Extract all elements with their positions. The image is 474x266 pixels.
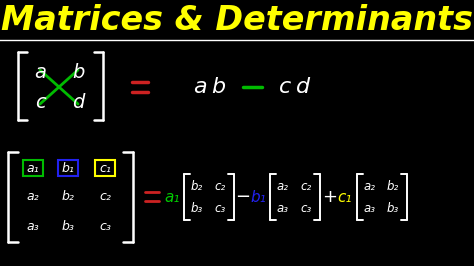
Text: a₁: a₁ [164, 189, 180, 205]
Text: a₁: a₁ [27, 161, 39, 174]
Text: c₃: c₃ [214, 202, 226, 214]
Text: c₃: c₃ [301, 202, 311, 214]
Text: a₂: a₂ [27, 190, 39, 203]
Text: a: a [193, 77, 207, 97]
Text: −: − [236, 188, 251, 206]
Text: b₁: b₁ [62, 161, 74, 174]
Text: a₃: a₃ [277, 202, 289, 214]
Text: d: d [72, 93, 84, 111]
Text: Matrices & Determinants: Matrices & Determinants [1, 5, 473, 38]
Text: a: a [34, 63, 46, 81]
Text: b₃: b₃ [191, 202, 203, 214]
Text: b₂: b₂ [191, 181, 203, 193]
Text: a₂: a₂ [364, 181, 376, 193]
Text: c₂: c₂ [99, 190, 111, 203]
Text: b₃: b₃ [62, 219, 74, 232]
Text: b: b [211, 77, 225, 97]
Text: c₁: c₁ [99, 161, 111, 174]
Text: b₂: b₂ [387, 181, 399, 193]
Text: a₃: a₃ [364, 202, 376, 214]
Bar [58, 160, 78, 176]
Text: a₃: a₃ [27, 219, 39, 232]
Text: +: + [322, 188, 337, 206]
Text: b₂: b₂ [62, 190, 74, 203]
Text: c₃: c₃ [99, 219, 111, 232]
Text: c: c [279, 77, 291, 97]
Text: a₂: a₂ [277, 181, 289, 193]
Text: b: b [72, 63, 84, 81]
Text: c: c [35, 93, 46, 111]
Text: c₁: c₁ [338, 189, 352, 205]
Text: b₃: b₃ [387, 202, 399, 214]
Text: d: d [296, 77, 310, 97]
Bar [23, 160, 43, 176]
Text: c₂: c₂ [214, 181, 226, 193]
Text: c₂: c₂ [301, 181, 311, 193]
Bar [95, 160, 115, 176]
Text: b₁: b₁ [250, 189, 266, 205]
